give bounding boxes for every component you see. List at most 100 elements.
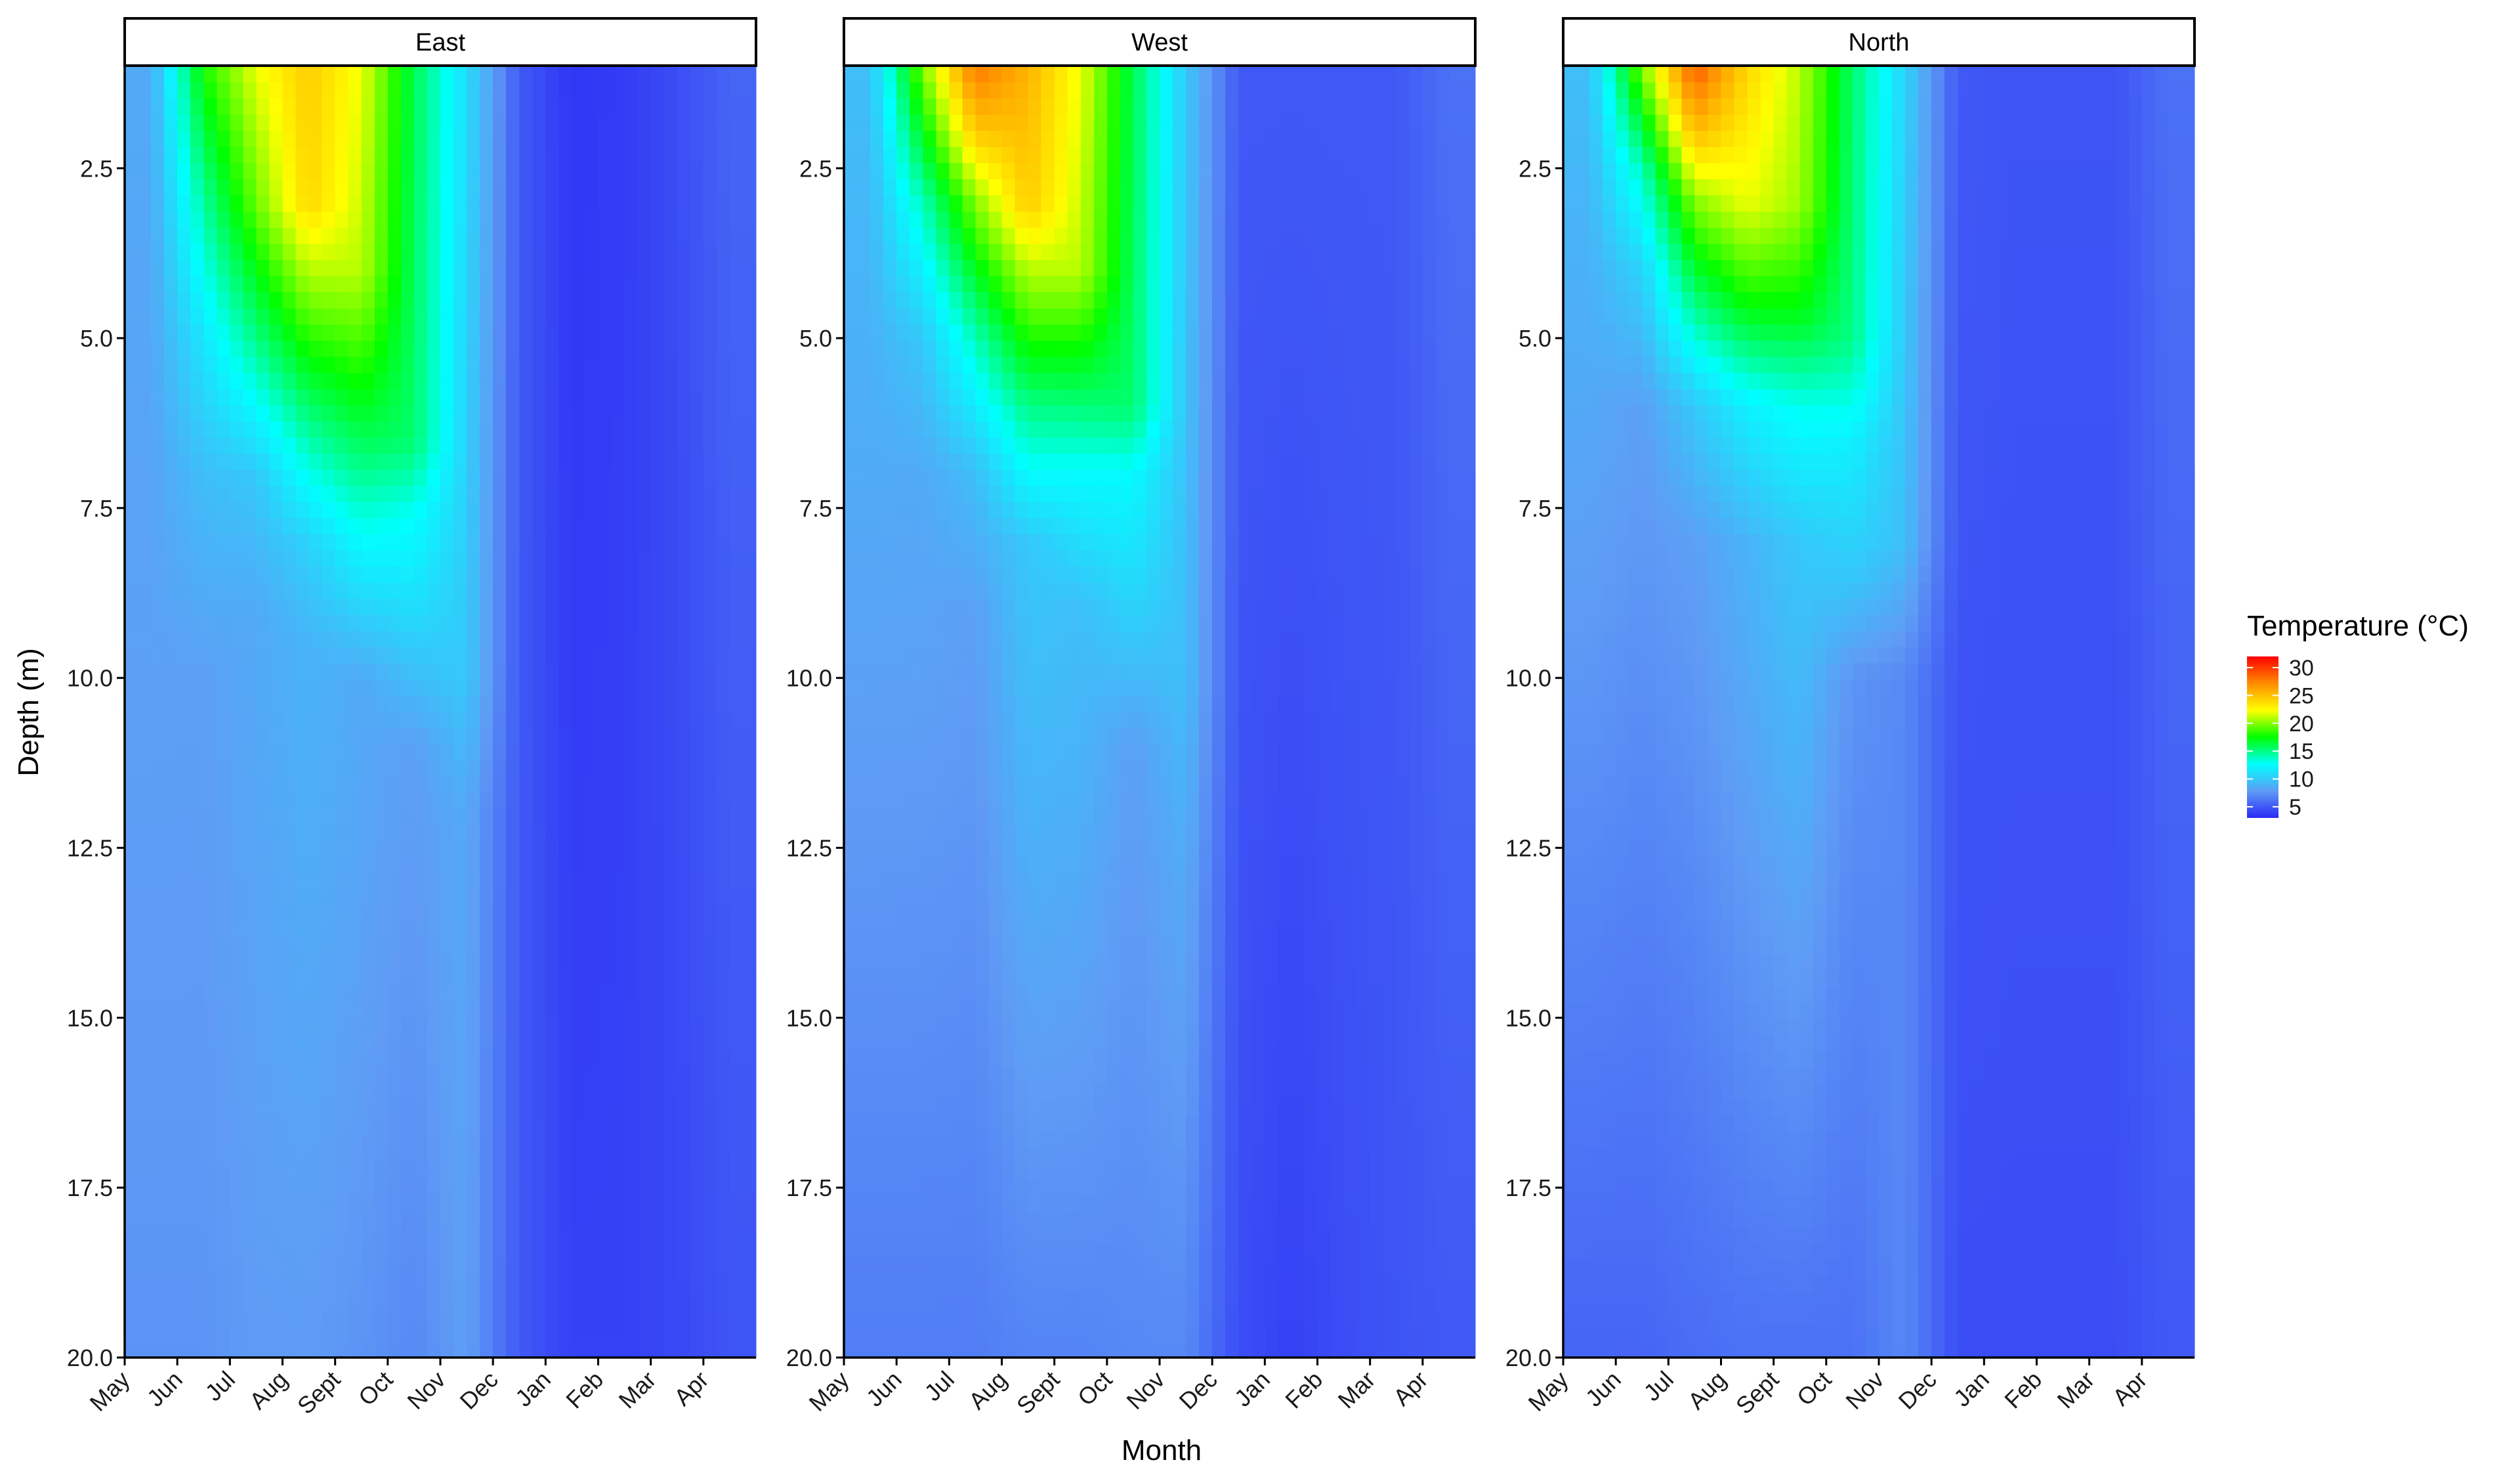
heatmap-cell [857, 695, 871, 713]
heatmap-cell [453, 373, 467, 390]
heatmap-cell [949, 1163, 963, 1181]
heatmap-cell [844, 276, 858, 293]
heatmap-cell [230, 728, 243, 745]
heatmap-cell [896, 421, 910, 439]
heatmap-cell [857, 195, 871, 212]
heatmap-cell [519, 518, 533, 535]
heatmap-cell [650, 550, 665, 567]
heatmap-cell [427, 776, 441, 794]
heatmap-cell [519, 695, 533, 713]
heatmap-cell [896, 356, 910, 374]
heatmap-cell [190, 1309, 204, 1326]
heatmap-cell [690, 631, 704, 648]
heatmap-cell [138, 66, 152, 83]
heatmap-cell [729, 421, 744, 439]
heatmap-cell [427, 744, 441, 761]
heatmap-cell [716, 1131, 730, 1148]
heatmap-cell [493, 82, 507, 99]
heatmap-cell [203, 292, 217, 309]
heatmap-cell [896, 599, 910, 616]
heatmap-cell [203, 356, 217, 374]
heatmap-cell [870, 146, 884, 164]
heatmap-cell [975, 1212, 990, 1229]
heatmap-cell [637, 1228, 652, 1245]
heatmap-cell [164, 454, 178, 471]
heatmap-cell [190, 1099, 204, 1116]
heatmap-cell [348, 211, 362, 228]
heatmap-cell [1015, 179, 1029, 196]
heatmap-cell [243, 131, 257, 148]
heatmap-cell [269, 599, 284, 616]
heatmap-cell [125, 1212, 138, 1229]
heatmap-cell [857, 986, 871, 1003]
heatmap-cell [427, 1260, 441, 1277]
heatmap-cell [598, 1067, 612, 1084]
heatmap-cell [844, 292, 858, 309]
heatmap-cell [729, 131, 744, 148]
heatmap-cell [217, 599, 230, 616]
heatmap-cell [910, 873, 923, 890]
heatmap-cell [190, 614, 204, 632]
heatmap-cell [190, 905, 204, 922]
heatmap-cell [506, 1341, 520, 1358]
heatmap-cell [611, 195, 625, 212]
heatmap-cell [663, 695, 678, 713]
heatmap-cell [637, 582, 652, 599]
heatmap-cell [519, 776, 533, 794]
heatmap-cell [716, 1309, 730, 1326]
heatmap-cell [217, 1002, 230, 1019]
heatmap-cell [269, 1147, 284, 1165]
heatmap-cell [125, 631, 138, 648]
heatmap-cell [729, 324, 744, 341]
heatmap-cell [870, 211, 884, 228]
heatmap-cell [440, 986, 454, 1003]
heatmap-cell [138, 631, 152, 648]
heatmap-cell [742, 340, 757, 358]
heatmap-cell [243, 1228, 257, 1245]
heatmap-cell [387, 1196, 402, 1213]
heatmap-cell [883, 179, 897, 196]
heatmap-cell [203, 889, 217, 907]
heatmap-cell [663, 534, 678, 551]
heatmap-cell [164, 308, 178, 325]
heatmap-cell [949, 1115, 963, 1132]
heatmap-cell [703, 841, 717, 858]
heatmap-cell [138, 1309, 152, 1326]
heatmap-cell [322, 1228, 336, 1245]
heatmap-cell [988, 324, 1003, 341]
heatmap-cell [203, 1115, 217, 1132]
heatmap-cell [598, 809, 612, 826]
heatmap-cell [949, 712, 963, 729]
heatmap-cell [988, 937, 1003, 954]
heatmap-cell [677, 373, 691, 390]
heatmap-cell [949, 905, 963, 922]
heatmap-cell [493, 567, 507, 584]
heatmap-cell [467, 857, 480, 874]
heatmap-cell [151, 1115, 165, 1132]
heatmap-cell [988, 227, 1003, 245]
heatmap-cell [663, 841, 678, 858]
heatmap-cell [269, 1018, 284, 1035]
heatmap-cell [400, 905, 415, 922]
heatmap-cell [493, 1067, 507, 1084]
heatmap-cell [493, 954, 507, 971]
heatmap-cell [230, 131, 243, 148]
heatmap-cell [975, 857, 990, 874]
heatmap-cell [650, 1260, 665, 1277]
heatmap-cell [857, 260, 871, 277]
heatmap-cell [480, 1196, 494, 1213]
heatmap-cell [413, 454, 428, 471]
heatmap-cell [936, 1115, 950, 1132]
heatmap-cell [844, 1163, 858, 1181]
heatmap-cell [125, 469, 138, 486]
heatmap-cell [519, 567, 533, 584]
heatmap-cell [729, 728, 744, 745]
heatmap-cell [374, 744, 388, 761]
heatmap-cell [936, 567, 950, 584]
heatmap-cell [138, 114, 152, 131]
heatmap-cell [125, 1035, 138, 1052]
heatmap-cell [844, 163, 858, 180]
heatmap-cell [217, 292, 230, 309]
heatmap-cell [558, 66, 573, 83]
heatmap-cell [348, 1099, 362, 1116]
